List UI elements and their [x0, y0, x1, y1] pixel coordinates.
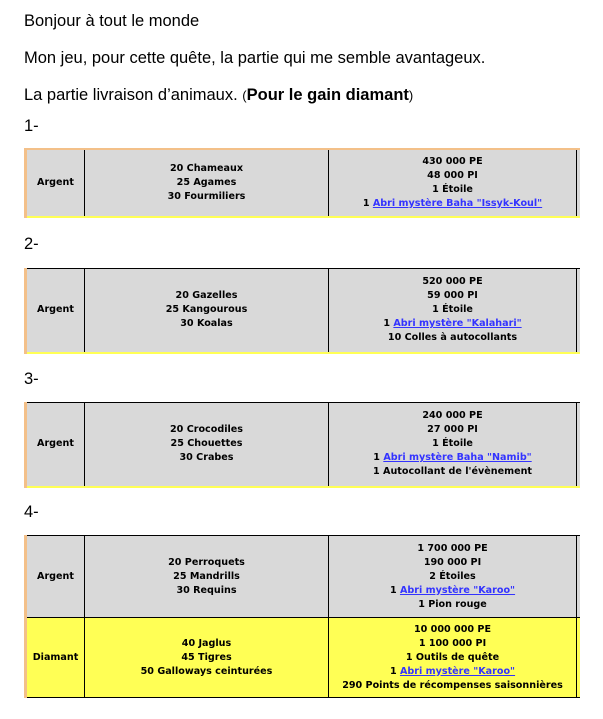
reward-item: 48 000 PI [427, 170, 478, 181]
animal-item: 25 Kangourous [165, 304, 248, 316]
section-number: 4- [24, 503, 39, 521]
intro-focus-line: La partie livraison d’animaux. (Pour le … [24, 86, 413, 105]
reward-link-qty: 1 [389, 665, 400, 677]
animal-item: 30 Requins [176, 584, 237, 596]
animal-item: 20 Crocodiles [170, 424, 243, 436]
animals-cell: 20 Perroquets 25 Mandrills 30 Requins [84, 535, 329, 618]
tier-cell: Diamant [24, 617, 85, 698]
rewards-table: Argent 20 Crocodiles 25 Chouettes 30 Crabes… [24, 402, 580, 488]
intro-line: Mon jeu, pour cette quête, la partie qui… [24, 49, 486, 67]
reward-item: 1 Étoile [432, 438, 473, 450]
reward-item: 1 Autocollant de l'évènement [373, 466, 532, 478]
shelter-link[interactable]: Abri mystère Baha "Issyk-Koul" [372, 198, 543, 209]
animal-item: 25 Agames [176, 177, 237, 188]
extra-cell [576, 402, 580, 488]
animal-item: 25 Chouettes [170, 438, 243, 450]
rewards-table: Argent 20 Gazelles 25 Kangourous 30 Koalas 5… [24, 268, 580, 354]
rewards-cell: 520 000 PE 59 000 PI 1 Étoile 1 Abri mystèr… [328, 268, 577, 354]
reward-item: 1 700 000 PE [417, 542, 488, 554]
reward-link-line: 1 Abri mystère Baha "Namib" [329, 451, 576, 465]
reward-item: 520 000 PE [422, 276, 483, 288]
reward-item: 10 000 000 PE [413, 623, 491, 635]
animal-item: 30 Fourmiliers [167, 191, 246, 202]
extra-cell [576, 148, 580, 218]
tier-row: Diamant 40 Jaglus 45 Tigres 50 Galloways ce… [24, 617, 580, 698]
reward-link-line: 1 Abri mystère "Kalahari" [329, 317, 576, 331]
animal-item: 40 Jaglus [181, 637, 232, 649]
rewards-cell: 1 700 000 PE 190 000 PI 2 Étoiles 1 Abri my… [328, 535, 577, 618]
rewards-cell: 10 000 000 PE 1 100 000 PI 1 Outils de quê… [328, 617, 577, 698]
extra-cell [576, 268, 580, 354]
tier-cell: Argent [24, 535, 85, 618]
reward-item: 1 Outils de quête [405, 651, 500, 663]
reward-link-qty: 1 [383, 318, 394, 330]
section-number: 2- [24, 235, 39, 253]
animals-cell: 20 Crocodiles 25 Chouettes 30 Crabes [84, 402, 329, 488]
section-number: 3- [24, 370, 39, 388]
shelter-link[interactable]: Abri mystère "Karoo" [399, 665, 516, 677]
animal-item: 20 Gazelles [175, 290, 238, 302]
reward-item: 430 000 PE [422, 156, 483, 167]
reward-item: 59 000 PI [427, 290, 478, 302]
shelter-link[interactable]: Abri mystère Baha "Namib" [383, 452, 532, 464]
tier-cell: Argent [24, 402, 85, 488]
animal-item: 20 Perroquets [168, 556, 245, 568]
reward-item: 290 Points de récompenses saisonnières [342, 679, 563, 691]
extra-cell [576, 617, 580, 698]
reward-item: 190 000 PI [423, 556, 482, 568]
reward-item: 1 Étoile [432, 184, 473, 195]
reward-item: 27 000 PI [427, 424, 478, 436]
greeting-text: Bonjour à tout le monde [24, 12, 200, 30]
reward-item: 1 100 000 PI [418, 637, 487, 649]
reward-item: 2 Étoiles [429, 570, 476, 582]
reward-link-qty: 1 [373, 452, 384, 464]
paren-close: ) [408, 88, 414, 103]
reward-item: 1 Pion rouge [418, 598, 487, 610]
section-number: 1- [24, 117, 39, 135]
focus-prefix: La partie livraison d’animaux. [24, 86, 243, 104]
shelter-link[interactable]: Abri mystère "Kalahari" [393, 318, 522, 330]
animal-item: 30 Crabes [179, 452, 234, 464]
shelter-link[interactable]: Abri mystère "Karoo" [399, 584, 516, 596]
reward-link-line: 1 Abri mystère "Karoo" [329, 584, 576, 598]
focus-bold: Pour le gain diamant [246, 86, 409, 104]
reward-link-qty: 1 [389, 584, 400, 596]
reward-link-line: 1 Abri mystère Baha "Issyk-Koul" [329, 197, 576, 211]
reward-item: 10 Colles à autocollants [387, 332, 518, 344]
animal-item: 30 Koalas [180, 318, 233, 330]
reward-item: 1 Étoile [432, 304, 473, 316]
extra-cell [576, 535, 580, 618]
animals-cell: 40 Jaglus 45 Tigres 50 Galloways ceinturée… [84, 617, 329, 698]
reward-item: 240 000 PE [422, 410, 483, 422]
animal-item: 50 Galloways ceinturées [140, 665, 273, 677]
paren-open: ( [242, 88, 247, 103]
animal-item: 20 Chameaux [169, 163, 244, 174]
tier-cell: Argent [24, 268, 85, 354]
rewards-cell: 240 000 PE 27 000 PI 1 Étoile 1 Abri mystèr… [328, 402, 577, 488]
tier-row: Argent 20 Perroquets 25 Mandrills 30 Requin… [24, 535, 580, 618]
reward-link-qty: 1 [362, 198, 373, 209]
rewards-cell: 430 000 PE 48 000 PI 1 Étoile 1 Abri mystèr… [328, 148, 577, 218]
reward-link-line: 1 Abri mystère "Karoo" [329, 665, 576, 679]
rewards-table: Argent 20 Chameaux 25 Agames 30 Fourmiliers… [24, 148, 580, 218]
tier-row: Argent 20 Gazelles 25 Kangourous 30 Koalas 5… [24, 268, 580, 354]
animal-item: 45 Tigres [181, 651, 232, 663]
rewards-table: Argent 20 Perroquets 25 Mandrills 30 Requin… [24, 535, 580, 698]
tier-row: Argent 20 Chameaux 25 Agames 30 Fourmiliers… [24, 148, 580, 218]
tier-row: Argent 20 Crocodiles 25 Chouettes 30 Crabes… [24, 402, 580, 488]
animals-cell: 20 Gazelles 25 Kangourous 30 Koalas [84, 268, 329, 354]
animal-item: 25 Mandrills [173, 570, 240, 582]
animals-cell: 20 Chameaux 25 Agames 30 Fourmiliers [84, 148, 329, 218]
tier-cell: Argent [24, 148, 85, 218]
